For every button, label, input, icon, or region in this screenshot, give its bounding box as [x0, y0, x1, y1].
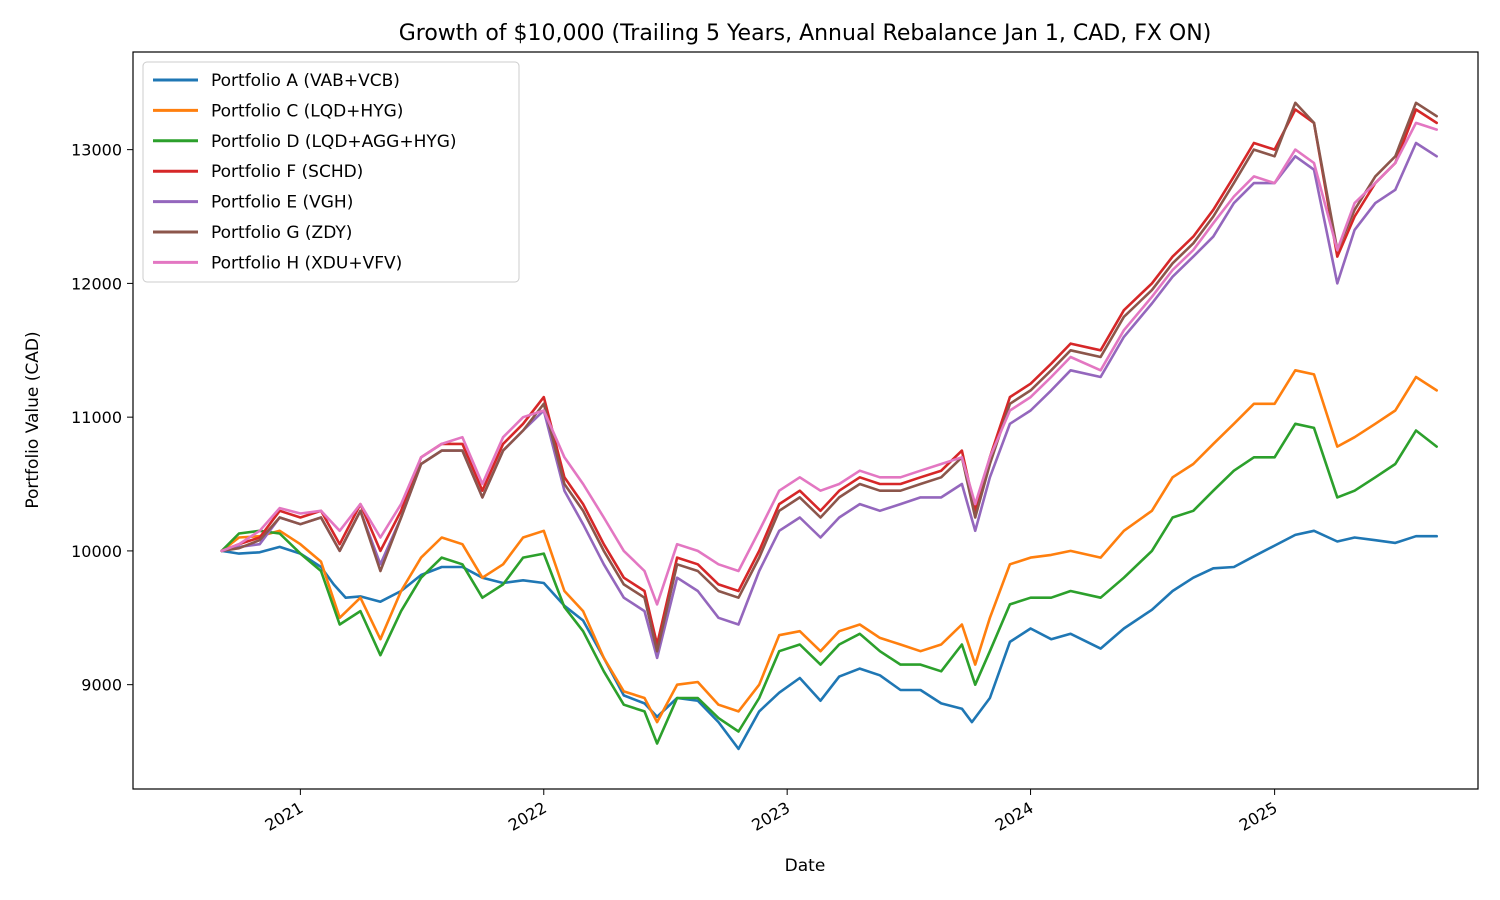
legend-label: Portfolio C (LQD+HYG)	[211, 101, 403, 121]
chart-title: Growth of $10,000 (Trailing 5 Years, Ann…	[399, 21, 1212, 46]
y-tick-label: 9000	[81, 676, 122, 695]
legend-label: Portfolio D (LQD+AGG+HYG)	[211, 132, 457, 152]
y-axis: 9000 10000 11000 12000 13000	[71, 141, 133, 695]
series-line-3	[220, 422, 1438, 745]
legend-label: Portfolio G (ZDY)	[211, 223, 352, 243]
x-tick-label: 2021	[262, 798, 307, 835]
legend: Portfolio A (VAB+VCB) Portfolio C (LQD+HY…	[142, 61, 520, 283]
plot-area	[132, 51, 1479, 790]
x-tick-label: 2023	[748, 798, 793, 835]
plot-frame	[132, 51, 1479, 790]
legend-label: Portfolio H (XDU+VFV)	[211, 253, 402, 273]
x-axis-label: Date	[785, 856, 826, 876]
series-line-6	[220, 101, 1438, 653]
y-tick-label: 13000	[71, 141, 122, 160]
x-tick-label: 2022	[505, 798, 550, 835]
legend-label: Portfolio F (SCHD)	[211, 162, 363, 182]
series-line-7	[220, 121, 1438, 606]
y-tick-label: 12000	[71, 274, 122, 293]
y-tick-label: 10000	[71, 542, 122, 561]
legend-label: Portfolio A (VAB+VCB)	[211, 71, 400, 91]
series-layer	[220, 101, 1438, 751]
x-axis: 2021 2022 2023 2024 2025	[262, 789, 1281, 835]
legend-box	[142, 61, 520, 283]
x-tick-label: 2025	[1236, 798, 1281, 835]
y-axis-label: Portfolio Value (CAD)	[23, 331, 43, 508]
series-line-2	[220, 368, 1438, 724]
series-line-1	[220, 529, 1438, 751]
x-tick-label: 2024	[992, 798, 1037, 835]
legend-label: Portfolio E (VGH)	[211, 193, 353, 213]
y-tick-label: 11000	[71, 408, 122, 427]
